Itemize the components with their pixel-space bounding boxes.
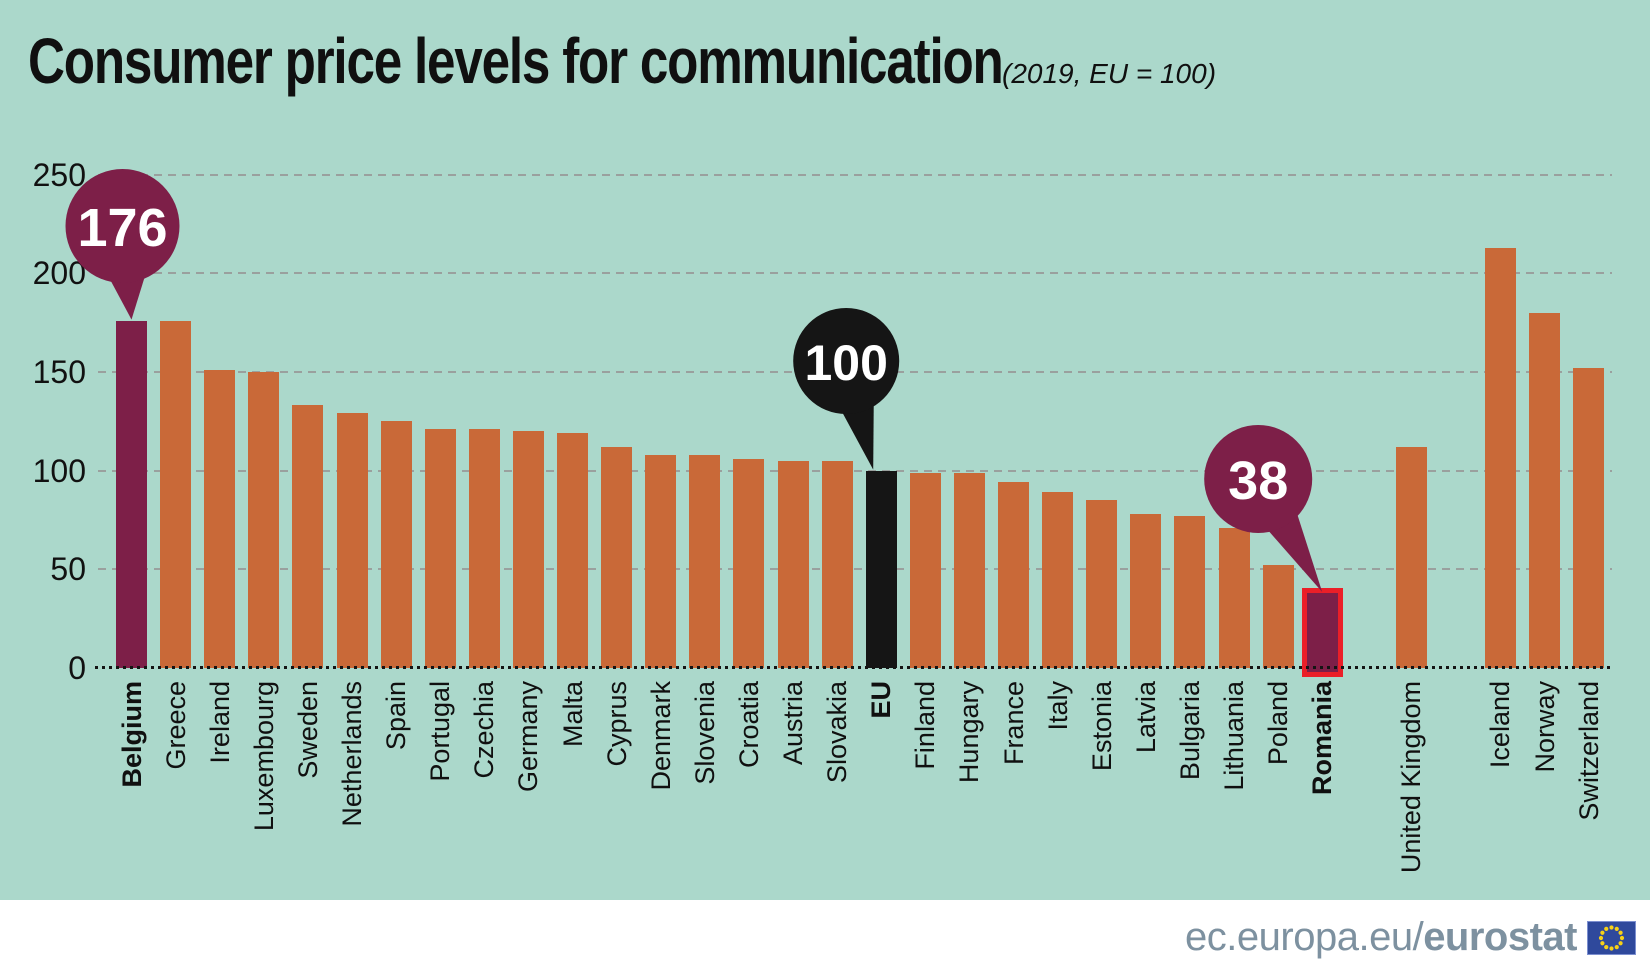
x-axis-label-slovenia: Slovenia [690,681,720,785]
bar-ireland [204,370,235,668]
x-axis-label-lithuania: Lithuania [1219,681,1249,791]
x-axis-label-switzerland: Switzerland [1574,681,1604,821]
x-axis-label-luxembourg: Luxembourg [249,681,279,832]
bar-iceland [1485,248,1516,668]
y-axis-tick-label: 200 [32,255,86,292]
eurostat-link[interactable]: ec.europa.eu/eurostat [1185,915,1577,960]
bar-slovakia [822,461,853,668]
x-axis-label-slovakia: Slovakia [822,681,852,784]
x-axis-label-portugal: Portugal [425,681,455,782]
eurostat-wordmark: eurostat [1423,915,1577,959]
bar-finland [910,473,941,668]
bar-lithuania [1219,528,1250,668]
eu-flag-stars [1598,924,1625,951]
x-axis-label-croatia: Croatia [734,681,764,769]
callout-tail-belgium [109,274,146,320]
bar-latvia [1130,514,1161,668]
callout-bubble-eu [793,308,900,414]
bar-united-kingdom [1396,447,1427,668]
x-axis-label-denmark: Denmark [646,681,676,791]
x-axis-label-italy: Italy [1043,681,1073,731]
x-axis-label-netherlands: Netherlands [337,681,367,827]
callout-bubble-romania [1204,425,1313,533]
callout-tail-eu [841,402,874,470]
plot-area: 250 200 150 100 50 0 Belgium Greece Ireland Luxem… [32,156,1612,874]
x-axis-label-eu: EU [866,681,896,719]
footer: ec.europa.eu/eurostat [0,900,1650,975]
bar-netherlands [337,413,368,668]
x-axis-label-germany: Germany [513,681,543,793]
gridline-250 [98,173,1612,176]
bar-greece [160,321,191,668]
x-axis-label-greece: Greece [161,681,191,770]
gridline-50 [98,568,1612,571]
bar-germany [513,431,544,668]
x-axis [95,666,1612,669]
x-axis-label-czechia: Czechia [469,681,499,779]
bar-slovenia [689,455,720,668]
bar-italy [1042,492,1073,668]
x-axis-label-hungary: Hungary [954,681,984,784]
x-axis-label-malta: Malta [558,681,588,748]
gridline-200 [98,272,1612,275]
gridline-150 [98,370,1612,373]
bar-sweden [292,405,323,668]
x-axis-label-romania: Romania [1307,681,1337,796]
bar-austria [778,461,809,668]
x-axis-label-norway: Norway [1530,681,1560,773]
eu-flag-icon [1587,920,1636,955]
x-axis-label-estonia: Estonia [1087,681,1117,772]
bar-czechia [469,429,500,668]
bar-poland [1263,565,1294,668]
x-axis-label-latvia: Latvia [1131,681,1161,754]
chart-title: Consumer price levels for communication [28,25,1004,97]
bar-portugal [425,429,456,668]
bar-eu [866,471,897,668]
bar-norway [1529,313,1560,668]
callout-value-romania: 38 [1228,451,1288,511]
bar-croatia [733,459,764,668]
y-axis-tick-label: 50 [50,551,86,588]
y-axis-tick-label: 100 [32,452,86,489]
x-axis-label-poland: Poland [1263,681,1293,766]
bar-luxembourg [248,372,279,668]
x-axis-label-france: France [999,681,1029,766]
x-axis-label-united-kingdom: United Kingdom [1396,681,1426,874]
footer-url-regular: ec.europa.eu/ [1185,915,1424,959]
bar-malta [557,433,588,668]
bar-france [998,482,1029,668]
bar-denmark [645,455,676,668]
x-axis-label-bulgaria: Bulgaria [1175,681,1205,781]
bar-switzerland [1573,368,1604,668]
bar-hungary [954,473,985,668]
x-axis-label-ireland: Ireland [205,681,235,764]
x-axis-label-belgium: Belgium [117,681,147,788]
bar-spain [381,421,412,668]
x-axis-label-austria: Austria [778,681,808,766]
x-axis-label-finland: Finland [910,681,940,770]
y-axis-tick-label: 150 [32,353,86,390]
bar-romania [1302,588,1343,677]
bar-belgium [116,321,147,668]
bar-estonia [1086,500,1117,668]
bar-bulgaria [1174,516,1205,668]
gridline-100 [98,469,1612,472]
callout-value-belgium: 176 [77,198,167,258]
y-axis-tick-label: 0 [68,650,86,686]
x-axis-label-iceland: Iceland [1485,681,1515,769]
callout-value-eu: 100 [804,335,887,391]
x-axis-label-sweden: Sweden [293,681,323,779]
x-axis-label-spain: Spain [381,681,411,751]
bar-cyprus [601,447,632,668]
x-axis-label-cyprus: Cyprus [602,681,632,767]
chart-subtitle: (2019, EU = 100) [1002,58,1217,89]
y-axis-tick-label: 250 [32,156,86,193]
